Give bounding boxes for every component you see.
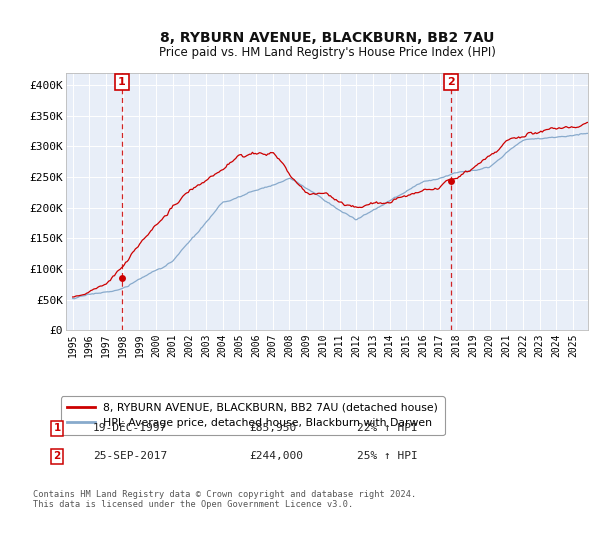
- Text: 25% ↑ HPI: 25% ↑ HPI: [357, 451, 418, 461]
- Text: Price paid vs. HM Land Registry's House Price Index (HPI): Price paid vs. HM Land Registry's House …: [158, 46, 496, 59]
- Text: Contains HM Land Registry data © Crown copyright and database right 2024.
This d: Contains HM Land Registry data © Crown c…: [33, 490, 416, 510]
- Legend: 8, RYBURN AVENUE, BLACKBURN, BB2 7AU (detached house), HPI: Average price, detac: 8, RYBURN AVENUE, BLACKBURN, BB2 7AU (de…: [61, 396, 445, 435]
- Text: 8, RYBURN AVENUE, BLACKBURN, BB2 7AU: 8, RYBURN AVENUE, BLACKBURN, BB2 7AU: [160, 31, 494, 45]
- Text: 1: 1: [118, 77, 126, 87]
- Text: 19-DEC-1997: 19-DEC-1997: [93, 423, 167, 433]
- Text: £244,000: £244,000: [249, 451, 303, 461]
- Text: 25-SEP-2017: 25-SEP-2017: [93, 451, 167, 461]
- Text: 22% ↑ HPI: 22% ↑ HPI: [357, 423, 418, 433]
- Text: 1: 1: [53, 423, 61, 433]
- Text: 2: 2: [53, 451, 61, 461]
- Text: £85,950: £85,950: [249, 423, 296, 433]
- Text: 2: 2: [448, 77, 455, 87]
